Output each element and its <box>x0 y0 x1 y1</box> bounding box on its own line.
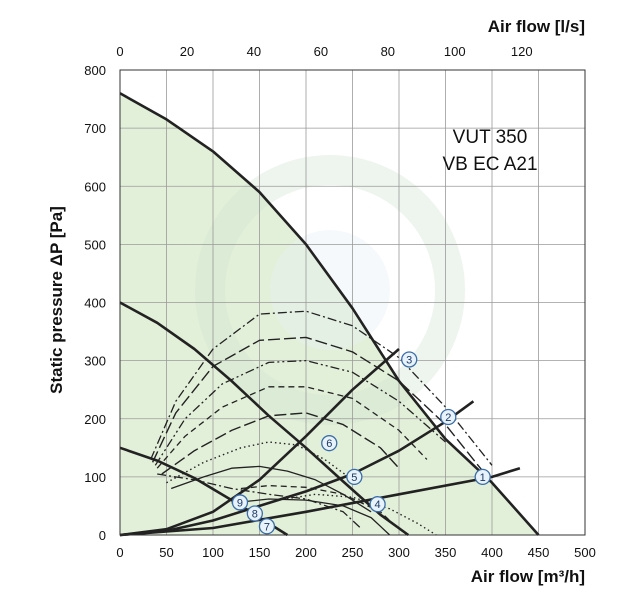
y-tick-label: 800 <box>84 63 106 78</box>
operating-points: 1 2 3 4 5 6 789 <box>231 351 491 535</box>
x2-tick-label: 0 <box>116 44 123 59</box>
operating-point-label: 9 <box>237 497 243 509</box>
y-tick-label: 200 <box>84 412 106 427</box>
series-line-4 <box>150 310 493 466</box>
x-tick-label: 200 <box>295 545 317 560</box>
operating-point-4: 4 <box>369 496 386 513</box>
y-tick-label: 0 <box>99 528 106 543</box>
x-tick-label: 50 <box>159 545 173 560</box>
operating-point-6: 6 <box>321 435 338 452</box>
series-line-10 <box>170 465 372 513</box>
x-tick-label: 0 <box>116 545 123 560</box>
y-tick-label: 500 <box>84 237 106 252</box>
series-line-15 <box>119 348 400 537</box>
series-line-8 <box>161 412 400 475</box>
chart-title-line-2: VB EC A21 <box>442 154 537 175</box>
operating-point-7: 7 <box>258 518 276 535</box>
operating-point-5: 5 <box>346 468 363 486</box>
operating-point-marker <box>258 518 276 535</box>
x-tick-labels: 0 50 100 150 200 250 300 350 400 450 500 <box>116 545 595 560</box>
y-axis-title: Static pressure ΔP [Pa] <box>47 206 66 394</box>
series-line-5 <box>151 336 484 472</box>
x2-tick-label: 40 <box>247 44 261 59</box>
operating-point-3: 3 <box>401 351 418 368</box>
y-tick-label: 100 <box>84 470 106 485</box>
x2-tick-label: 80 <box>381 44 395 59</box>
operating-point-marker <box>321 435 338 452</box>
series-line-11 <box>157 473 363 530</box>
series-line-14 <box>231 498 391 536</box>
chart-title-line-1: VUT 350 <box>453 127 528 148</box>
operating-point-marker <box>246 505 264 522</box>
x-tick-label: 300 <box>388 545 410 560</box>
operating-point-8: 8 <box>246 505 264 522</box>
operating-point-9: 9 <box>231 494 249 511</box>
series-line-16 <box>119 400 475 537</box>
x-tick-label: 350 <box>435 545 457 560</box>
y-tick-label: 300 <box>84 354 106 369</box>
x-tick-label: 500 <box>574 545 596 560</box>
operating-point-label: 5 <box>351 472 357 484</box>
operating-point-marker <box>231 494 249 511</box>
x2-axis-title: Air flow [l/s] <box>488 17 585 36</box>
series-line-7 <box>156 386 428 469</box>
series-line-12 <box>240 484 400 530</box>
x2-tick-label: 20 <box>180 44 194 59</box>
operating-point-label: 4 <box>375 499 381 511</box>
y-tick-labels: 0 100 200 300 400 500 600 700 800 <box>84 63 106 543</box>
y-tick-label: 600 <box>84 179 106 194</box>
operating-point-marker <box>474 468 491 486</box>
operating-point-label: 2 <box>445 412 451 424</box>
x2-tick-label: 100 <box>444 44 466 59</box>
series-line-17 <box>119 466 521 537</box>
operating-point-label: 8 <box>252 508 258 520</box>
operating-point-marker <box>440 408 457 426</box>
x-tick-label: 150 <box>249 545 271 560</box>
y-tick-label: 400 <box>84 296 106 311</box>
operating-point-marker <box>346 468 363 486</box>
x2-tick-label: 60 <box>314 44 328 59</box>
operating-point-1: 1 <box>474 468 491 486</box>
operating-point-label: 1 <box>480 472 486 484</box>
operating-point-label: 7 <box>264 521 270 533</box>
x2-tick-label: 120 <box>511 44 533 59</box>
series-line-1 <box>119 92 540 536</box>
operating-point-marker <box>369 496 386 513</box>
x-tick-label: 100 <box>202 545 224 560</box>
operating-point-label: 3 <box>406 354 412 366</box>
x-tick-label: 250 <box>342 545 364 560</box>
y-tick-label: 700 <box>84 121 106 136</box>
x-tick-label: 400 <box>481 545 503 560</box>
operating-point-marker <box>401 351 418 368</box>
x-axis-title: Air flow [m³/h] <box>471 567 585 586</box>
operating-point-2: 2 <box>440 408 457 426</box>
series-line-6 <box>154 359 446 466</box>
operating-point-label: 6 <box>326 438 332 450</box>
series-line-13 <box>277 493 437 536</box>
x-tick-label: 450 <box>528 545 550 560</box>
x2-tick-labels: 0 20 40 60 80 100 120 <box>116 44 532 59</box>
plot-frame <box>119 69 586 536</box>
